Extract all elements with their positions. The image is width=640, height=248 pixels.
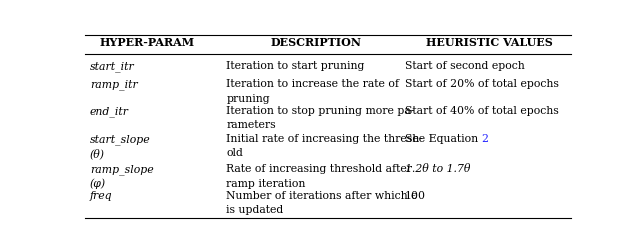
Text: 100: 100 [405,191,426,201]
Text: Iteration to start pruning: Iteration to start pruning [227,61,365,71]
Text: Iteration to increase the rate of: Iteration to increase the rate of [227,79,399,90]
Text: Initial rate of increasing the thresh-: Initial rate of increasing the thresh- [227,134,423,144]
Text: See Equation: See Equation [405,134,481,144]
Text: HYPER-PARAM: HYPER-PARAM [99,37,195,48]
Text: start_itr: start_itr [90,61,134,72]
Text: Number of iterations after which ϵ: Number of iterations after which ϵ [227,191,417,201]
Text: is updated: is updated [227,205,284,216]
Text: ramp iteration: ramp iteration [227,179,306,189]
Text: pruning: pruning [227,94,270,104]
Text: freq: freq [90,191,113,201]
Text: Rate of increasing threshold after: Rate of increasing threshold after [227,164,412,174]
Text: (φ): (φ) [90,179,106,189]
Text: Start of 40% of total epochs: Start of 40% of total epochs [405,106,559,116]
Text: ramp_itr: ramp_itr [90,79,138,90]
Text: (θ): (θ) [90,148,105,159]
Text: Iteration to stop pruning more pa-: Iteration to stop pruning more pa- [227,106,415,116]
Text: Start of second epoch: Start of second epoch [405,61,525,71]
Text: start_slope: start_slope [90,134,150,145]
Text: ramp_slope: ramp_slope [90,164,154,175]
Text: 2: 2 [481,134,488,144]
Text: old: old [227,148,243,158]
Text: rameters: rameters [227,121,276,130]
Text: DESCRIPTION: DESCRIPTION [270,37,361,48]
Text: Start of 20% of total epochs: Start of 20% of total epochs [405,79,559,90]
Text: 1.2θ to 1.7θ: 1.2θ to 1.7θ [405,164,470,174]
Text: HEURISTIC VALUES: HEURISTIC VALUES [426,37,552,48]
Text: end_itr: end_itr [90,106,129,117]
